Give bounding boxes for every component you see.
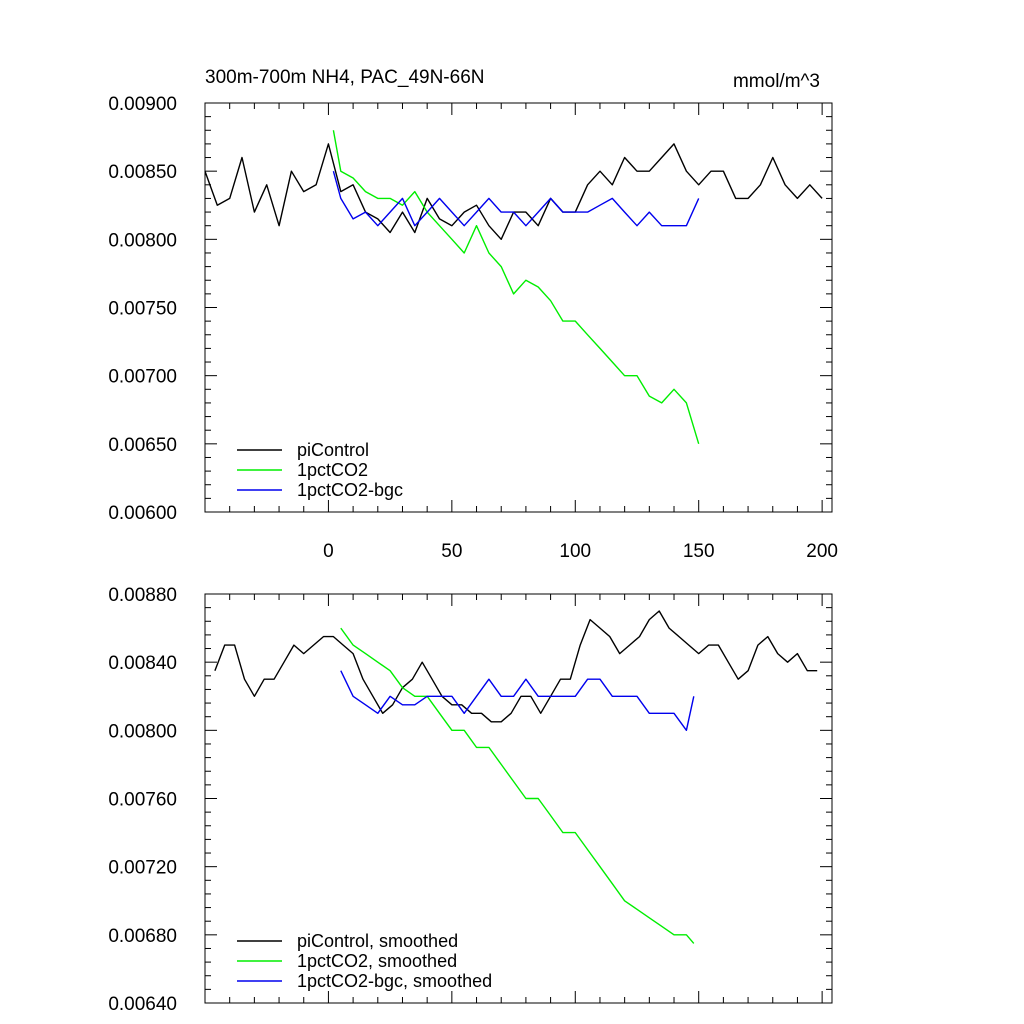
- y-tick-label: 0.00800: [108, 230, 177, 251]
- series-line: [340, 670, 695, 731]
- y-tick-label: 0.00750: [108, 299, 177, 320]
- y-tick-label: 0.00850: [108, 162, 177, 183]
- axis-ticks: [205, 102, 832, 513]
- top-panel: 300m-700m NH4, PAC_49N-66N mmol/m^3 0.00…: [108, 67, 838, 562]
- legend-label: 1pctCO2: [297, 460, 368, 480]
- units-label: mmol/m^3: [733, 71, 820, 92]
- y-tick-label: 0.00900: [108, 94, 177, 115]
- y-tick-labels: 0.00600 0.00650 0.00700 0.00750 0.00800 0.008…: [108, 94, 177, 524]
- axis-ticks: [205, 593, 832, 1004]
- series-line: [332, 171, 700, 227]
- x-tick-labels: 0 50 100 150 200: [323, 541, 838, 562]
- chart-title: 300m-700m NH4, PAC_49N-66N: [205, 67, 485, 88]
- legend-label: 1pctCO2-bgc, smoothed: [297, 971, 492, 991]
- y-tick-label: 0.00650: [108, 435, 177, 456]
- y-tick-label: 0.00700: [108, 367, 177, 388]
- legend-label: piControl: [297, 440, 369, 460]
- series-line: [204, 143, 823, 241]
- y-tick-label: 0.00840: [108, 653, 177, 674]
- y-tick-label: 0.00880: [108, 585, 177, 606]
- bottom-panel: 0.00640 0.00680 0.00720 0.00760 0.00800 0.008…: [108, 585, 833, 1015]
- y-tick-label: 0.00640: [108, 994, 177, 1015]
- x-tick-label: 150: [683, 541, 715, 562]
- data-lines: [204, 130, 823, 445]
- legend-label: 1pctCO2, smoothed: [297, 951, 457, 971]
- y-tick-labels: 0.00640 0.00680 0.00720 0.00760 0.00800 0.008…: [108, 585, 177, 1015]
- data-lines: [214, 610, 818, 944]
- series-line: [340, 627, 695, 944]
- legend-label: 1pctCO2-bgc: [297, 480, 403, 500]
- series-line: [214, 610, 818, 723]
- x-tick-label: 200: [806, 541, 838, 562]
- y-tick-label: 0.00680: [108, 926, 177, 947]
- legend-label: piControl, smoothed: [297, 931, 458, 951]
- y-tick-label: 0.00800: [108, 721, 177, 742]
- x-tick-label: 50: [441, 541, 462, 562]
- y-tick-label: 0.00720: [108, 858, 177, 879]
- series-line: [332, 130, 700, 445]
- x-tick-label: 100: [559, 541, 591, 562]
- x-tick-label: 0: [323, 541, 334, 562]
- y-tick-label: 0.00760: [108, 790, 177, 811]
- y-tick-label: 0.00600: [108, 503, 177, 524]
